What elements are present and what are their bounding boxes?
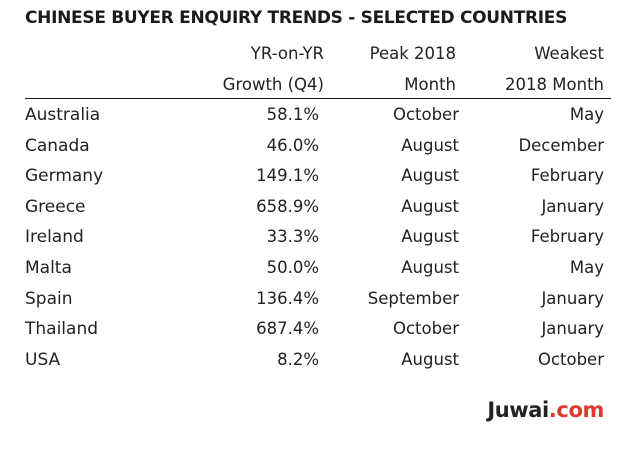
country-cell: Spain [25,288,73,309]
table-row: Germany 149.1% August February [0,162,629,193]
peak-month-cell: August [401,227,459,247]
weakest-month-cell: October [537,349,604,369]
logo-domain-suffix: .com [548,398,605,422]
weakest-month-cell: May [569,105,604,124]
growth-cell: 687.4% [256,319,319,339]
column-header-weakest-line2: 2018 Month [505,75,604,94]
column-header-weakest: Weakest 2018 Month [505,38,604,100]
column-header-growth-line2: Growth (Q4) [222,75,324,94]
growth-cell: 33.3% [266,227,319,247]
country-cell: USA [25,349,61,370]
country-cell: Canada [25,135,90,156]
peak-month-cell: September [367,288,459,308]
weakest-month-cell: January [541,319,604,339]
logo-wordmark: Juwai [487,398,549,422]
country-cell: Greece [25,196,86,217]
country-cell: Malta [25,257,72,278]
weakest-month-cell: May [569,257,604,277]
table-row: Thailand 687.4% October January [0,315,629,346]
peak-month-cell: August [401,166,459,186]
table-row: Canada 46.0% August December [0,132,629,163]
country-cell: Australia [25,105,101,125]
peak-month-cell: August [401,349,459,369]
weakest-month-cell: February [530,227,604,247]
table-row: Malta 50.0% August May [0,254,629,285]
column-header-peak: Peak 2018 Month [370,38,456,100]
peak-month-cell: October [392,319,459,339]
column-header-growth-line1: YR-on-YR [250,44,324,63]
table-row: USA 8.2% August October [0,346,629,377]
table-title: CHINESE BUYER ENQUIRY TRENDS - SELECTED … [25,8,568,28]
column-header-growth: YR-on-YR Growth (Q4) [223,38,324,100]
juwai-logo: Juwai.com [487,398,604,422]
table-row: Greece 658.9% August January [0,193,629,224]
column-header-peak-line1: Peak 2018 [369,44,456,63]
table-row: Ireland 33.3% August February [0,223,629,254]
country-cell: Germany [25,166,104,187]
growth-cell: 8.2% [277,349,319,369]
peak-month-cell: August [401,135,459,155]
table-body: Australia 58.1% October May Canada 46.0%… [0,101,629,376]
header-divider [25,98,611,99]
peak-month-cell: August [401,196,459,216]
table-row: Australia 58.1% October May [0,101,629,132]
growth-cell: 658.9% [256,196,319,216]
peak-month-cell: August [401,257,459,277]
growth-cell: 149.1% [256,166,319,186]
growth-cell: 136.4% [256,288,319,308]
country-cell: Thailand [25,319,99,340]
weakest-month-cell: January [541,196,604,216]
table-row: Spain 136.4% September January [0,285,629,316]
growth-cell: 46.0% [266,135,319,155]
growth-cell: 58.1% [266,105,319,124]
country-cell: Ireland [25,227,84,248]
column-header-peak-line2: Month [404,75,456,94]
column-header-weakest-line1: Weakest [534,44,604,63]
weakest-month-cell: February [530,166,604,186]
weakest-month-cell: January [541,288,604,308]
growth-cell: 50.0% [266,257,319,277]
weakest-month-cell: December [518,135,604,155]
peak-month-cell: October [392,105,459,124]
